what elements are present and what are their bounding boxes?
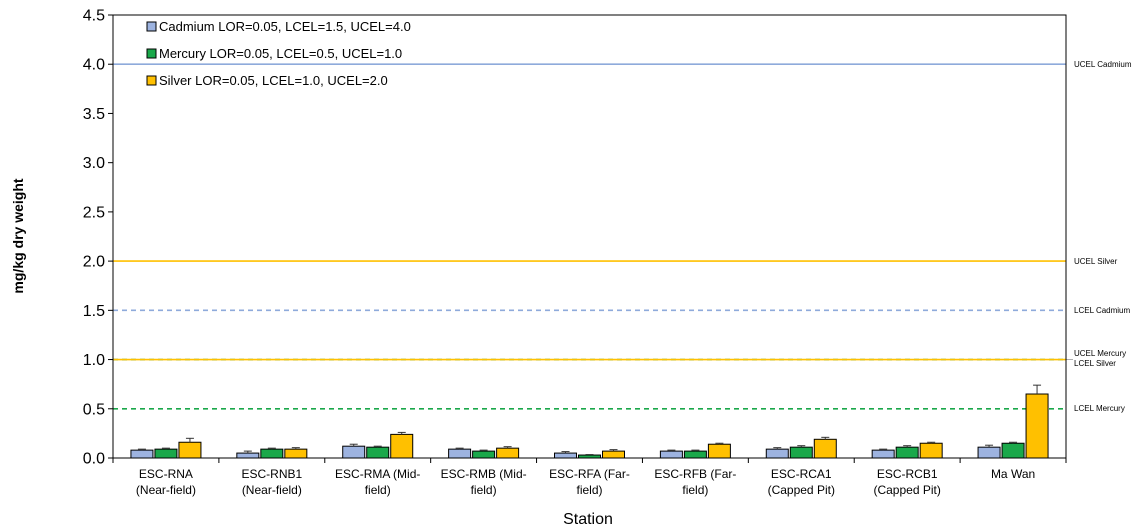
bar-5-0 bbox=[660, 451, 682, 458]
x-tick-label-line: (Near-field) bbox=[242, 483, 302, 497]
legend-swatch-2 bbox=[147, 76, 156, 85]
x-tick-label-6: ESC-RCA1 (Capped Pit) bbox=[768, 467, 835, 497]
x-tick-label-line: ESC-RNB1 bbox=[241, 467, 302, 481]
bar-2-0 bbox=[343, 446, 365, 458]
reference-label-3: UCEL Mercury bbox=[1074, 349, 1126, 358]
x-tick-label-line: (Capped Pit) bbox=[873, 483, 940, 497]
bar-6-1 bbox=[790, 447, 812, 458]
bar-1-0 bbox=[237, 453, 259, 458]
legend-label-2: Silver LOR=0.05, LCEL=1.0, UCEL=2.0 bbox=[159, 73, 388, 88]
x-tick-label-line: field) bbox=[365, 483, 391, 497]
legend-label-0: Cadmium LOR=0.05, LCEL=1.5, UCEL=4.0 bbox=[159, 19, 411, 34]
x-tick-label-line: ESC-RCB1 bbox=[877, 467, 938, 481]
x-tick-label-line: Ma Wan bbox=[991, 467, 1035, 481]
y-tick-label-6: 3.0 bbox=[83, 155, 105, 172]
y-tick-label-4: 2.0 bbox=[83, 254, 105, 271]
x-tick-label-2: ESC-RMA (Mid-field) bbox=[335, 467, 420, 497]
bar-6-2 bbox=[814, 439, 836, 458]
bar-0-1 bbox=[155, 449, 177, 458]
bars-layer bbox=[131, 385, 1048, 458]
bar-8-0 bbox=[978, 447, 1000, 458]
bar-5-1 bbox=[684, 451, 706, 458]
bar-7-1 bbox=[896, 447, 918, 458]
bar-0-2 bbox=[179, 442, 201, 458]
x-tick-label-3: ESC-RMB (Mid-field) bbox=[441, 467, 527, 497]
reference-lines: UCEL Cadmium UCEL Silver LCEL Cadmium UCEL … bbox=[113, 60, 1132, 413]
bar-2-2 bbox=[391, 434, 413, 458]
y-tick-label-2: 1.0 bbox=[83, 352, 105, 369]
reference-label-0: UCEL Cadmium bbox=[1074, 60, 1132, 69]
reference-label-2: LCEL Cadmium bbox=[1074, 306, 1131, 315]
reference-label-4: LCEL Silver bbox=[1074, 359, 1116, 368]
y-tick-label-8: 4.0 bbox=[83, 57, 105, 74]
bar-5-2 bbox=[708, 444, 730, 458]
x-tick-label-4: ESC-RFA (Far-field) bbox=[549, 467, 630, 497]
y-tick-label-1: 0.5 bbox=[83, 401, 105, 418]
bar-7-0 bbox=[872, 450, 894, 458]
y-axis-title: mg/kg dry weight bbox=[10, 178, 26, 293]
y-tick-label-7: 3.5 bbox=[83, 106, 105, 123]
x-tick-label-line: (Near-field) bbox=[136, 483, 196, 497]
legend-swatch-0 bbox=[147, 22, 156, 31]
bar-1-2 bbox=[285, 449, 307, 458]
bar-6-0 bbox=[766, 449, 788, 458]
x-tick-label-line: field) bbox=[682, 483, 708, 497]
x-tick-label-0: ESC-RNA (Near-field) bbox=[136, 467, 196, 497]
legend-label-1: Mercury LOR=0.05, LCEL=0.5, UCEL=1.0 bbox=[159, 46, 402, 61]
bar-8-1 bbox=[1002, 443, 1024, 458]
bar-7-2 bbox=[920, 443, 942, 458]
x-tick-label-line: ESC-RCA1 bbox=[771, 467, 832, 481]
x-tick-label-line: field) bbox=[471, 483, 497, 497]
bar-2-1 bbox=[367, 447, 389, 458]
x-tick-label-line: ESC-RFB (Far- bbox=[654, 467, 736, 481]
x-tick-label-8: Ma Wan bbox=[991, 467, 1035, 481]
x-tick-label-5: ESC-RFB (Far-field) bbox=[654, 467, 736, 497]
y-tick-label-3: 1.5 bbox=[83, 303, 105, 320]
bar-4-2 bbox=[603, 451, 625, 458]
bar-1-1 bbox=[261, 449, 283, 458]
x-tick-label-line: field) bbox=[576, 483, 602, 497]
x-axis-title: Station bbox=[563, 511, 613, 528]
bar-4-0 bbox=[555, 453, 577, 458]
bar-3-1 bbox=[473, 451, 495, 458]
x-tick-label-line: ESC-RNA bbox=[139, 467, 193, 481]
bar-3-2 bbox=[497, 448, 519, 458]
x-tick-label-7: ESC-RCB1 (Capped Pit) bbox=[873, 467, 940, 497]
x-tick-label-line: (Capped Pit) bbox=[768, 483, 835, 497]
x-tick-label-1: ESC-RNB1 (Near-field) bbox=[241, 467, 302, 497]
bar-0-0 bbox=[131, 450, 153, 458]
bar-3-0 bbox=[449, 449, 471, 458]
reference-label-1: UCEL Silver bbox=[1074, 257, 1118, 266]
x-tick-label-line: ESC-RFA (Far- bbox=[549, 467, 630, 481]
reference-label-5: LCEL Mercury bbox=[1074, 404, 1125, 413]
y-tick-label-9: 4.5 bbox=[83, 8, 105, 25]
x-tick-label-line: ESC-RMB (Mid- bbox=[441, 467, 527, 481]
y-tick-label-0: 0.0 bbox=[83, 451, 105, 468]
x-tick-label-line: ESC-RMA (Mid- bbox=[335, 467, 420, 481]
bar-8-2 bbox=[1026, 394, 1048, 458]
y-tick-label-5: 2.5 bbox=[83, 204, 105, 221]
legend: Cadmium LOR=0.05, LCEL=1.5, UCEL=4.0 Merc… bbox=[147, 19, 411, 88]
legend-swatch-1 bbox=[147, 49, 156, 58]
